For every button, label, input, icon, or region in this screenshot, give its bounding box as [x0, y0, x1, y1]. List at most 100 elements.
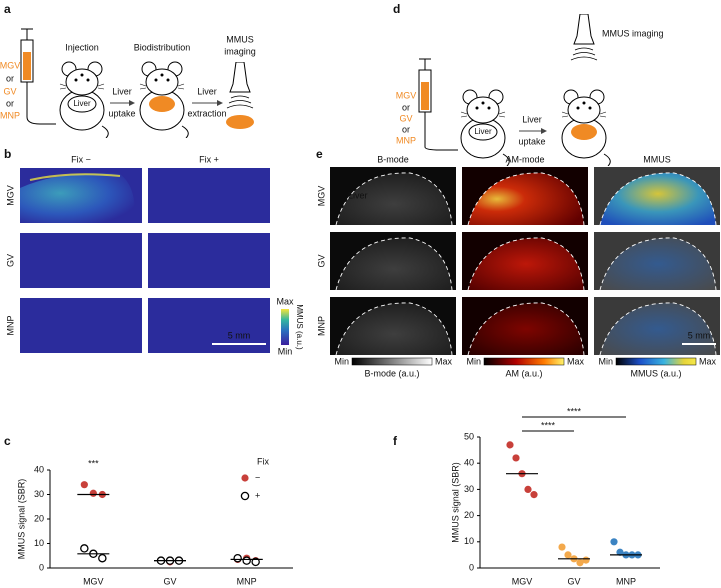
step-label: MMUS imaging	[602, 28, 664, 38]
y-axis-label: MMUS signal (SBR)	[450, 462, 460, 543]
legend-label: −	[255, 472, 260, 482]
tissue-region	[336, 172, 452, 225]
liver-outline	[467, 237, 585, 291]
colorbar	[615, 357, 697, 366]
liver	[571, 124, 597, 140]
panel-labels: a b c d e f	[4, 2, 400, 448]
agent-or: or	[402, 124, 410, 134]
data-point	[98, 553, 107, 563]
data-point	[530, 491, 538, 499]
agent: MNP	[0, 110, 20, 120]
arrow-label: Liver	[112, 86, 132, 96]
y-tick-label: 20	[34, 513, 44, 523]
syringe	[419, 59, 431, 147]
colorbar-min: Min	[466, 356, 481, 366]
liver	[226, 115, 254, 129]
row-label: GV	[316, 254, 326, 267]
y-axis-label: MMUS signal (SBR)	[16, 479, 26, 560]
column-header: Fix −	[71, 154, 91, 164]
y-tick-label: 30	[34, 489, 44, 499]
agent: MGV	[0, 60, 20, 70]
y-tick-label: 30	[464, 484, 474, 494]
data-point	[80, 544, 89, 553]
step-label: MMUS	[226, 34, 254, 44]
data-point	[582, 556, 590, 564]
agent-or: or	[402, 102, 410, 112]
colorbar-max: Max	[567, 356, 585, 366]
colorbar-label: MMUS (a.u.)	[295, 304, 304, 350]
panel-label: f	[393, 434, 398, 448]
liver-outline	[335, 237, 453, 291]
x-tick-label: MNP	[616, 576, 636, 586]
liver-outline	[599, 237, 717, 291]
arrow-label: extraction	[187, 108, 226, 118]
legend-marker	[241, 474, 249, 482]
tissue-region	[600, 172, 716, 225]
data-point	[524, 485, 532, 493]
panel-label: d	[393, 2, 400, 16]
x-tick-label: GV	[567, 576, 580, 586]
column-header: AM-mode	[505, 154, 544, 164]
x-tick-label: MNP	[237, 576, 257, 586]
colorbar-max: Max	[699, 356, 717, 366]
significance: ***	[88, 458, 99, 468]
tissue-region	[468, 172, 584, 225]
image	[148, 168, 270, 223]
liver-outline	[599, 302, 717, 356]
data-point	[80, 481, 88, 489]
liver	[468, 123, 498, 141]
agent: MGV	[396, 90, 417, 100]
legend-marker	[240, 491, 250, 501]
y-tick-label: 40	[34, 464, 44, 474]
image	[148, 233, 270, 288]
tissue-region	[600, 302, 716, 355]
row-label: GV	[5, 254, 15, 267]
column-header: B-mode	[377, 154, 409, 164]
data-point	[610, 538, 618, 546]
liver-label: Liver	[474, 127, 492, 136]
colorbar-label: MMUS (a.u.)	[630, 368, 681, 378]
syringe	[21, 29, 33, 117]
legend-label: +	[255, 490, 260, 500]
agent-or: or	[6, 73, 14, 83]
scale-bar-label: 5 mm	[688, 330, 711, 340]
probe	[571, 14, 597, 60]
tissue-region	[468, 302, 584, 355]
panel-label: e	[316, 147, 323, 161]
data-point	[242, 556, 251, 565]
data-point	[564, 551, 572, 559]
organ-label: Liver	[348, 190, 368, 200]
column-header: MMUS	[643, 154, 671, 164]
arrow-label: uptake	[518, 136, 545, 146]
tissue-region	[336, 237, 452, 290]
arrow-label: uptake	[108, 108, 135, 118]
colorbar	[483, 357, 565, 366]
liver	[67, 95, 97, 113]
colorbar	[351, 357, 433, 366]
data-point	[512, 454, 520, 462]
column-header: Fix +	[199, 154, 219, 164]
step-label: Biodistribution	[134, 42, 191, 52]
tube	[424, 146, 458, 151]
y-tick-label: 40	[464, 458, 474, 468]
significance: ****	[541, 420, 556, 430]
liver-outline	[335, 302, 453, 356]
colorbar-min: Min	[278, 346, 293, 356]
colorbar-max: Max	[435, 356, 453, 366]
y-tick-label: 0	[469, 562, 474, 572]
colorbar-label: AM (a.u.)	[505, 368, 542, 378]
step-label: imaging	[224, 46, 256, 56]
agent: MNP	[396, 135, 416, 145]
x-tick-label: MGV	[83, 576, 104, 586]
agent: GV	[399, 113, 412, 123]
tissue-region	[468, 237, 584, 290]
y-tick-label: 0	[39, 562, 44, 572]
signal-region	[20, 173, 135, 223]
y-tick-label: 10	[34, 538, 44, 548]
tube	[26, 116, 56, 125]
colorbar	[281, 309, 289, 345]
panel-label: a	[4, 2, 11, 16]
data-point	[558, 543, 566, 551]
